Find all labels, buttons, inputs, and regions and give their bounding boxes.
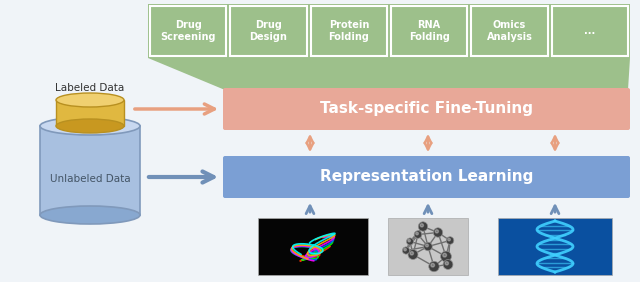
Bar <box>150 6 227 56</box>
Circle shape <box>443 260 453 269</box>
Circle shape <box>426 244 428 247</box>
Text: Unlabeled Data: Unlabeled Data <box>50 173 131 184</box>
Text: Labeled Data: Labeled Data <box>56 83 125 93</box>
Circle shape <box>408 250 418 259</box>
Circle shape <box>448 238 451 241</box>
Ellipse shape <box>56 119 124 133</box>
Circle shape <box>424 242 432 251</box>
Circle shape <box>403 247 410 254</box>
Ellipse shape <box>56 93 124 107</box>
Circle shape <box>416 232 419 235</box>
Circle shape <box>410 252 413 255</box>
Bar <box>498 218 612 275</box>
Circle shape <box>443 253 447 257</box>
FancyBboxPatch shape <box>223 156 630 198</box>
Text: Drug
Screening: Drug Screening <box>161 20 216 42</box>
Ellipse shape <box>40 117 140 135</box>
Text: ...: ... <box>584 26 595 36</box>
Text: Task-specific Fine-Tuning: Task-specific Fine-Tuning <box>320 102 533 116</box>
Bar <box>310 6 387 56</box>
Text: Protein
Folding: Protein Folding <box>328 20 369 42</box>
FancyBboxPatch shape <box>223 88 630 130</box>
Circle shape <box>433 228 443 237</box>
Circle shape <box>435 230 438 233</box>
Circle shape <box>406 238 413 245</box>
Polygon shape <box>148 58 630 90</box>
Bar <box>258 218 368 275</box>
Bar <box>552 6 628 56</box>
Text: Omics
Analysis: Omics Analysis <box>486 20 532 42</box>
Text: Drug
Design: Drug Design <box>250 20 287 42</box>
Bar <box>388 218 468 275</box>
Text: Representation Learning: Representation Learning <box>320 169 533 184</box>
Bar <box>471 6 548 56</box>
Ellipse shape <box>40 206 140 224</box>
Circle shape <box>446 237 454 244</box>
Circle shape <box>419 222 428 231</box>
Circle shape <box>445 261 449 265</box>
Circle shape <box>440 251 451 262</box>
Bar <box>56 100 124 126</box>
Bar <box>40 126 140 215</box>
Bar <box>391 6 467 56</box>
Circle shape <box>414 231 422 238</box>
Polygon shape <box>148 4 630 58</box>
Bar <box>230 6 307 56</box>
Circle shape <box>420 224 424 227</box>
Circle shape <box>431 263 435 267</box>
Text: RNA
Folding: RNA Folding <box>409 20 450 42</box>
Circle shape <box>408 239 410 242</box>
Circle shape <box>404 248 406 251</box>
Circle shape <box>429 261 439 272</box>
